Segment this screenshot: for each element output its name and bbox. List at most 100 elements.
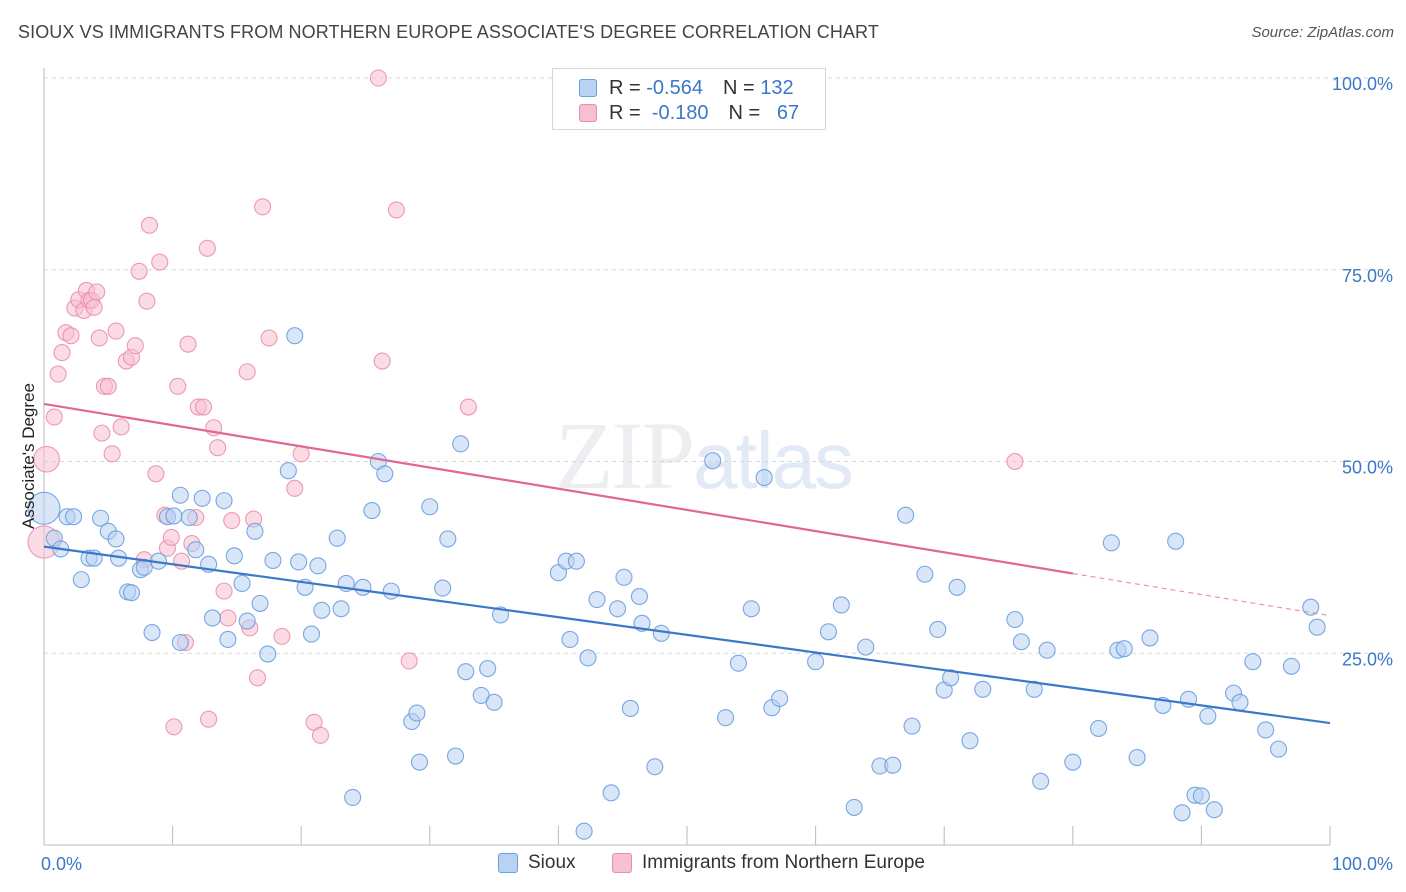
y-tick-label: 25.0%: [1342, 649, 1393, 669]
point-sioux: [832, 596, 850, 614]
point-sioux: [180, 508, 198, 527]
point-sioux: [1282, 657, 1300, 675]
point-sioux: [376, 465, 394, 483]
series-legend: Sioux Immigrants from Northern Europe: [0, 850, 1406, 880]
y-tick-label: 75.0%: [1342, 266, 1393, 286]
legend-row-sioux: R = -0.564 N = 132: [579, 76, 794, 100]
point-immigrants: [373, 352, 391, 370]
point-sioux: [309, 557, 327, 575]
point-sioux: [290, 553, 308, 571]
point-sioux: [1205, 801, 1223, 819]
point-immigrants: [198, 239, 216, 257]
point-sioux: [264, 551, 282, 569]
point-sioux: [942, 669, 960, 687]
legend-item-sioux[interactable]: Sioux: [498, 852, 576, 874]
point-sioux: [1115, 640, 1133, 658]
point-sioux: [246, 522, 264, 540]
point-immigrants: [107, 322, 125, 340]
point-sioux: [621, 699, 639, 718]
axis-labels: 25.0% 50.0% 75.0% 100.0% 0.0% 100.0% Associate…: [19, 74, 1393, 874]
point-sioux: [1141, 629, 1159, 647]
point-sioux: [328, 529, 346, 547]
point-sioux: [1192, 787, 1210, 805]
legend-n-value: 132: [760, 76, 794, 99]
point-immigrants: [387, 201, 405, 219]
point-sioux: [615, 568, 633, 586]
point-immigrants: [194, 398, 213, 416]
y-axis-title: Associate's Degree: [19, 383, 38, 529]
trend-line-immigrants-extension: [1072, 572, 1331, 617]
point-sioux: [729, 654, 747, 672]
point-sioux: [602, 784, 620, 802]
point-immigrants: [169, 377, 187, 395]
point-immigrants: [49, 365, 67, 383]
point-immigrants: [311, 726, 330, 744]
point-sioux: [771, 689, 789, 708]
x-tick-label-start: 0.0%: [41, 854, 82, 874]
point-immigrants: [130, 262, 148, 280]
point-immigrants: [85, 298, 103, 316]
point-sioux: [1032, 772, 1050, 790]
point-sioux: [1308, 618, 1326, 636]
point-sioux: [354, 578, 372, 596]
legend-label-immigrants: Immigrants from Northern Europe: [642, 852, 925, 873]
point-sioux: [652, 624, 670, 642]
point-sioux: [1064, 753, 1082, 771]
point-immigrants: [126, 337, 144, 355]
point-sioux: [344, 788, 362, 806]
point-sioux: [1167, 532, 1185, 550]
point-sioux: [313, 601, 331, 619]
legend-swatch-blue: [498, 853, 518, 873]
point-sioux: [408, 704, 426, 722]
point-sioux: [1270, 740, 1288, 758]
legend-swatch-pink: [579, 104, 597, 122]
point-immigrants: [147, 465, 165, 483]
point-immigrants: [459, 398, 477, 416]
correlation-legend: R = -0.564 N = 132 R = -0.180 N = 67: [552, 68, 826, 130]
chart-title: SIOUX VS IMMIGRANTS FROM NORTHERN EUROPE…: [18, 22, 879, 42]
point-immigrants: [88, 283, 106, 301]
point-sioux: [588, 591, 606, 609]
point-sioux: [203, 609, 222, 627]
point-immigrants: [209, 439, 227, 457]
point-sioux: [65, 508, 83, 526]
point-sioux: [479, 660, 497, 678]
point-sioux: [1012, 633, 1030, 651]
point-immigrants: [53, 344, 71, 362]
point-sioux: [916, 565, 934, 583]
point-sioux: [363, 502, 381, 520]
point-sioux: [704, 452, 722, 470]
point-sioux: [974, 680, 992, 698]
legend-row-immigrants: R = -0.180 N = 67: [579, 101, 799, 125]
point-immigrants: [45, 408, 63, 426]
point-sioux: [755, 469, 773, 487]
point-sioux: [439, 530, 457, 548]
point-sioux: [1025, 680, 1043, 698]
point-sioux: [171, 486, 189, 504]
point-sioux: [410, 753, 429, 771]
point-immigrants: [215, 582, 233, 600]
point-immigrants: [254, 198, 272, 216]
point-sioux: [1038, 641, 1056, 659]
point-sioux: [92, 509, 110, 527]
point-sioux: [27, 491, 61, 525]
legend-item-immigrants[interactable]: Immigrants from Northern Europe: [612, 852, 925, 874]
point-sioux: [72, 571, 90, 589]
point-sioux: [233, 574, 251, 593]
point-immigrants: [62, 327, 80, 345]
point-sioux: [485, 693, 503, 711]
point-sioux: [1006, 610, 1024, 629]
point-sioux: [165, 507, 183, 525]
point-sioux: [742, 600, 760, 618]
point-sioux: [279, 462, 297, 480]
point-immigrants: [369, 69, 387, 87]
legend-r-label: R =: [609, 101, 647, 124]
point-sioux: [1302, 598, 1320, 616]
point-sioux: [434, 579, 452, 597]
point-immigrants: [99, 377, 117, 395]
point-sioux: [845, 798, 863, 816]
point-sioux: [819, 623, 838, 641]
point-sioux: [1089, 719, 1108, 737]
point-immigrants: [248, 669, 267, 687]
point-sioux: [421, 498, 439, 516]
